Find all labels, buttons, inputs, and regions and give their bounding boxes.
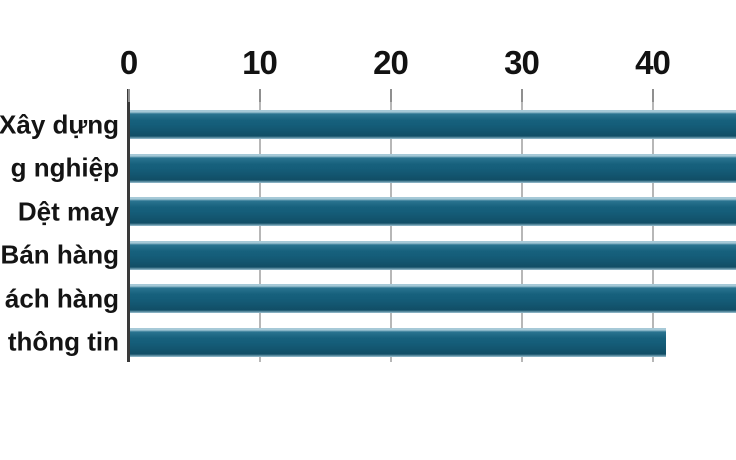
gridline: [258, 102, 261, 362]
bar: [130, 327, 666, 357]
bar: [130, 110, 736, 139]
bar: [130, 197, 736, 226]
x-tick-label: 30: [504, 44, 540, 81]
category-axis-line: [127, 89, 130, 362]
category-label: Bán hàng: [0, 239, 119, 270]
x-tick-label: 10: [242, 44, 278, 81]
gridline: [651, 102, 654, 362]
category-label: Xây dựng: [0, 108, 119, 139]
x-tick-mark: [127, 89, 130, 102]
category-label: g nghiệp: [10, 152, 119, 183]
x-tick-label: 20: [373, 44, 409, 81]
x-tick-mark: [651, 89, 654, 102]
x-tick-mark: [520, 89, 523, 102]
gridline: [389, 102, 392, 362]
bar: [130, 284, 736, 313]
x-tick-mark: [258, 89, 261, 102]
category-label: ách hàng: [4, 282, 119, 313]
x-tick-label: 40: [635, 44, 671, 81]
bar: [130, 240, 736, 270]
category-label: Dệt may: [17, 195, 119, 226]
x-tick-label: 0: [119, 44, 138, 81]
gridline: [520, 102, 523, 362]
bar: [130, 153, 736, 183]
x-tick-mark: [389, 89, 392, 102]
category-label: thông tin: [7, 326, 119, 357]
